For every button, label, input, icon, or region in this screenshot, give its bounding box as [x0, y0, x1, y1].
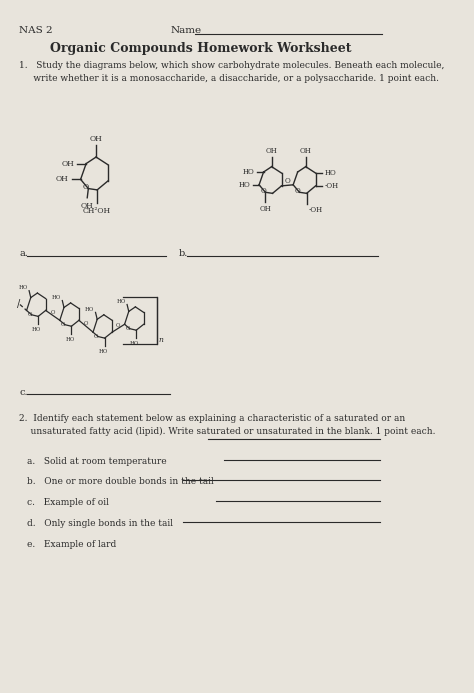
Text: Organic Compounds Homework Worksheet: Organic Compounds Homework Worksheet: [50, 42, 352, 55]
Text: HO: HO: [65, 337, 74, 342]
Text: HO: HO: [243, 168, 255, 176]
Text: b.: b.: [179, 249, 188, 258]
Text: -OH: -OH: [309, 206, 322, 214]
Text: HO: HO: [51, 295, 61, 300]
Text: O: O: [84, 321, 88, 326]
Text: OH: OH: [259, 205, 271, 213]
Text: O: O: [94, 334, 99, 339]
Text: 2.  Identify each statement below as explaining a characteristic of a saturated : 2. Identify each statement below as expl…: [19, 414, 436, 436]
Text: O: O: [126, 326, 130, 331]
Text: O: O: [284, 177, 290, 185]
Text: e.   Example of lard: e. Example of lard: [27, 540, 117, 549]
Text: HO: HO: [325, 169, 337, 177]
Text: CH²OH: CH²OH: [83, 207, 111, 215]
Text: O: O: [27, 312, 32, 317]
Text: OH: OH: [80, 202, 93, 210]
Text: HO: HO: [85, 307, 94, 312]
Text: O: O: [260, 187, 266, 195]
Text: OH: OH: [56, 175, 68, 184]
Text: OH: OH: [61, 159, 74, 168]
Text: 1.   Study the diagrams below, which show carbohydrate molecules. Beneath each m: 1. Study the diagrams below, which show …: [19, 62, 445, 83]
Text: HO: HO: [238, 181, 250, 188]
Text: /: /: [18, 299, 21, 308]
Text: O: O: [51, 310, 55, 315]
Text: HO: HO: [32, 327, 41, 332]
Text: OH: OH: [266, 147, 277, 155]
Text: c.   Example of oil: c. Example of oil: [27, 498, 109, 507]
Text: O: O: [294, 187, 300, 195]
Text: HO: HO: [130, 341, 139, 346]
Text: OH: OH: [90, 134, 102, 143]
Text: HO: HO: [99, 349, 108, 354]
Text: O: O: [82, 183, 89, 191]
Text: n: n: [159, 336, 164, 344]
Text: NAS 2: NAS 2: [19, 26, 53, 35]
Text: HO: HO: [116, 299, 126, 304]
Text: d.   Only single bonds in the tail: d. Only single bonds in the tail: [27, 519, 173, 528]
Text: a.: a.: [19, 249, 28, 258]
Text: b.   One or more double bonds in the tail: b. One or more double bonds in the tail: [27, 477, 214, 486]
Text: -OH: -OH: [325, 182, 339, 190]
Text: O: O: [61, 322, 65, 327]
Text: Name: Name: [170, 26, 201, 35]
Text: c.: c.: [19, 387, 28, 396]
Text: O: O: [116, 323, 120, 328]
Text: a.   Solid at room temperature: a. Solid at room temperature: [27, 457, 167, 466]
Text: OH: OH: [300, 147, 311, 155]
Text: HO: HO: [18, 286, 27, 290]
